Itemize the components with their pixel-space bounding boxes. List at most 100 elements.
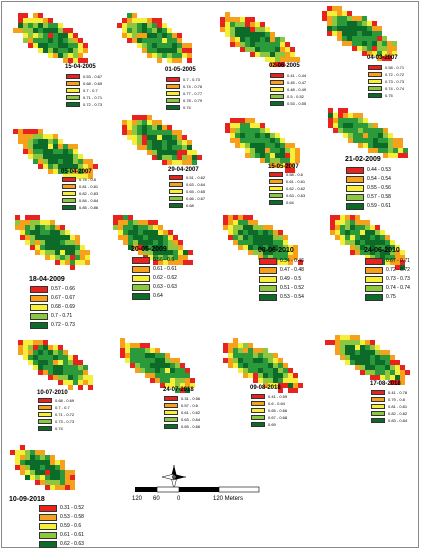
legend-entry: 0.34 - 0.46 [259, 257, 304, 265]
map-cell [15, 225, 20, 230]
map-cell [182, 155, 187, 160]
map-cell [125, 353, 130, 358]
map-cell [250, 148, 255, 153]
map-cell [150, 353, 155, 358]
map-cell [153, 260, 158, 265]
map-cell [385, 355, 390, 360]
map-cell [265, 148, 270, 153]
map-cell [78, 164, 83, 169]
legend-swatch [66, 94, 80, 100]
map-cell [370, 360, 375, 365]
legend-entry: 0.84 - 0.84 [62, 197, 98, 203]
map-cell [43, 139, 48, 144]
panel-legend: 0.41 - 0.59 0.6 - 0.64 0.65 - 0.66 0.67 - 0… [251, 393, 287, 428]
map-cell [172, 58, 177, 63]
map-cell [40, 465, 45, 470]
map-cell [30, 230, 35, 235]
map-cell [243, 353, 248, 358]
legend-label: 0.68 - 0.69 [55, 397, 75, 403]
map-cell [38, 164, 43, 169]
map-cell [275, 37, 280, 42]
map-cell [38, 370, 43, 375]
map-cell [345, 350, 350, 355]
map-cell [183, 260, 188, 265]
map-cell [158, 260, 163, 265]
map-cell [250, 153, 255, 158]
map-cell [392, 46, 397, 51]
map-cell [225, 27, 230, 32]
map-cell [250, 17, 255, 22]
map-cell [177, 150, 182, 155]
map-cell [285, 52, 290, 57]
map-cell [265, 47, 270, 52]
map-cell [58, 365, 63, 370]
legend-swatch [30, 321, 48, 329]
map-cell [68, 370, 73, 375]
legend-swatch [39, 531, 57, 539]
legend-entry: 0.59 - 0.61 [346, 202, 391, 210]
map-cell [263, 368, 268, 373]
map-cell [88, 380, 93, 385]
map-cell [263, 358, 268, 363]
map-cell [45, 485, 50, 490]
map-cell [23, 18, 28, 23]
ndvi-grid-map [117, 13, 192, 63]
map-cell [53, 48, 58, 53]
map-cell [58, 159, 63, 164]
map-cell [70, 245, 75, 250]
map-cell [48, 43, 53, 48]
map-cell [345, 225, 350, 230]
map-cell [182, 43, 187, 48]
map-cell [70, 485, 75, 490]
map-cell [68, 380, 73, 385]
map-cell [370, 350, 375, 355]
map-cell [285, 163, 290, 168]
map-cell [75, 260, 80, 265]
map-cell [177, 130, 182, 135]
map-cell [385, 235, 390, 240]
map-cell [183, 255, 188, 260]
map-cell [60, 245, 65, 250]
map-cell [165, 378, 170, 383]
legend-label: 0.71 - 0.72 [55, 411, 75, 417]
map-cell [288, 250, 293, 255]
map-cell [350, 360, 355, 365]
ndvi-grid-map [223, 215, 303, 265]
legend-entry: 0.68 - 0.69 [38, 397, 74, 403]
map-cell [123, 225, 128, 230]
map-cell [125, 348, 130, 353]
map-cell [157, 53, 162, 58]
map-cell [280, 143, 285, 148]
map-cell [143, 225, 148, 230]
map-cell [228, 348, 233, 353]
map-cell [153, 225, 158, 230]
map-cell [58, 164, 63, 169]
map-cell [365, 345, 370, 350]
map-cell [390, 255, 395, 260]
map-cell [265, 158, 270, 163]
map-cell [48, 345, 53, 350]
map-cell [172, 150, 177, 155]
map-cell [33, 340, 38, 345]
map-cell [348, 123, 353, 128]
map-cell [73, 58, 78, 63]
map-cell [172, 140, 177, 145]
map-cell [385, 365, 390, 370]
map-cell [355, 230, 360, 235]
map-cell [135, 353, 140, 358]
legend-entry: 0.5 - 0.52 [270, 93, 306, 99]
map-cell [187, 155, 192, 160]
map-cell [162, 38, 167, 43]
map-cell [293, 245, 298, 250]
map-cell [158, 255, 163, 260]
map-cell [152, 120, 157, 125]
map-cell [63, 370, 68, 375]
map-cell [43, 350, 48, 355]
map-cell [248, 348, 253, 353]
map-cell [337, 26, 342, 31]
map-cell [278, 383, 283, 388]
map-cell [73, 43, 78, 48]
map-cell [153, 245, 158, 250]
map-cell [182, 150, 187, 155]
map-cell [390, 355, 395, 360]
